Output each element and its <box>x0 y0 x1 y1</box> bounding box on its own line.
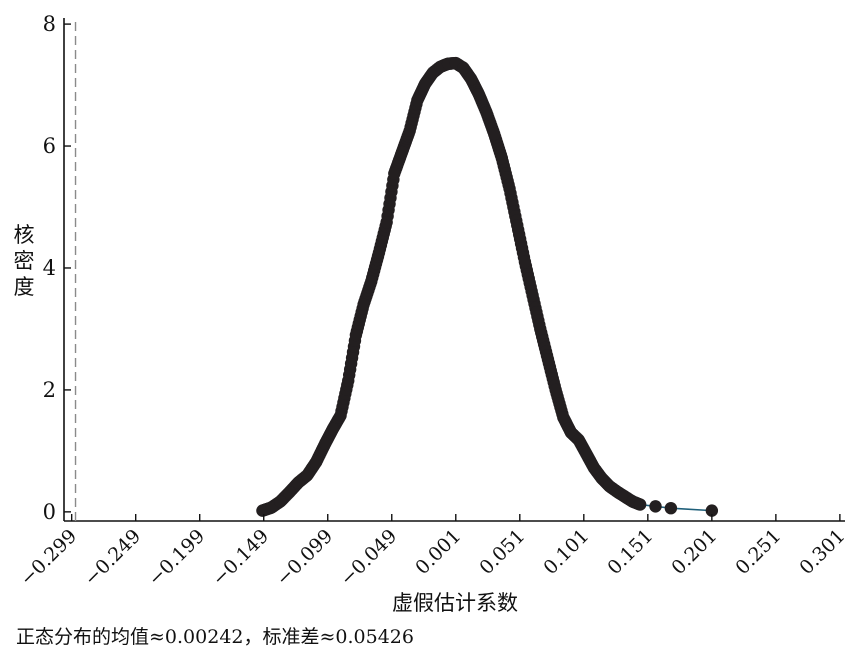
x-axis-label: 虚假估计系数 <box>392 591 518 615</box>
data-point <box>518 255 532 269</box>
data-point <box>292 476 305 489</box>
x-tick-label: 0.001 <box>411 525 465 579</box>
x-tick-label: 0.101 <box>539 525 593 579</box>
data-point <box>326 422 340 436</box>
data-point <box>372 246 386 259</box>
data-point <box>380 216 393 229</box>
data-point <box>411 94 424 107</box>
data-point <box>649 500 662 513</box>
y-ticks: 0 2 4 6 8 <box>43 12 71 524</box>
data-point <box>572 433 585 447</box>
data-point <box>457 61 470 75</box>
data-point <box>334 409 347 422</box>
x-tick-label: −0.249 <box>80 525 145 590</box>
data-point <box>472 88 486 101</box>
y-tick-label: 0 <box>43 500 56 524</box>
data-point <box>633 498 647 511</box>
data-point <box>541 353 555 366</box>
data-point <box>534 322 547 336</box>
data-point <box>705 504 719 517</box>
x-tick-label: 0.251 <box>731 525 785 579</box>
data-point <box>342 374 355 387</box>
data-point <box>557 411 570 424</box>
data-point <box>487 127 501 141</box>
x-tick-label: 0.201 <box>667 525 721 579</box>
data-point <box>388 167 401 180</box>
data-point <box>464 72 478 86</box>
data-point <box>503 182 516 195</box>
data-point <box>395 145 409 159</box>
series-group <box>256 56 719 517</box>
y-axis-label-char: 密 <box>14 249 35 273</box>
y-tick-label: 2 <box>43 378 56 402</box>
x-ticks: −0.299−0.249−0.199−0.149−0.099−0.049 0.00… <box>16 514 849 590</box>
y-tick-label: 8 <box>43 12 56 36</box>
x-tick-label: −0.199 <box>144 525 209 590</box>
x-tick-label: −0.049 <box>336 525 401 590</box>
data-point <box>587 461 601 475</box>
x-tick-label: 0.051 <box>475 525 529 579</box>
y-tick-label: 6 <box>43 134 56 158</box>
data-point <box>349 328 363 342</box>
data-point <box>480 106 493 119</box>
data-point <box>418 77 432 91</box>
data-point <box>274 495 287 508</box>
data-point <box>511 219 524 232</box>
x-tick-label: −0.299 <box>16 525 81 590</box>
data-point <box>595 472 608 485</box>
data-point <box>283 486 296 499</box>
y-axis-label-char: 度 <box>14 275 35 299</box>
y-axis-label: 核密度 <box>14 223 35 299</box>
data-point <box>318 437 332 450</box>
x-tick-label: −0.149 <box>208 525 273 590</box>
data-point <box>301 469 314 482</box>
data-point <box>357 298 370 311</box>
data-point <box>664 501 678 515</box>
y-tick-label: 4 <box>43 256 56 280</box>
x-tick-label: 0.301 <box>795 525 849 579</box>
data-point <box>564 426 578 439</box>
data-point <box>265 501 278 514</box>
data-point <box>310 455 323 469</box>
footnote: 正态分布的均值≈0.00242，标准差≈0.05426 <box>16 626 414 648</box>
y-axis-label-char: 核 <box>14 223 35 247</box>
data-point <box>580 447 593 461</box>
data-point <box>365 275 378 288</box>
x-tick-label: 0.151 <box>603 525 657 579</box>
data-point <box>549 383 562 397</box>
data-point <box>526 289 539 302</box>
data-point <box>403 124 416 137</box>
axes <box>63 18 845 522</box>
data-point <box>495 152 509 165</box>
x-tick-label: −0.099 <box>272 525 337 590</box>
